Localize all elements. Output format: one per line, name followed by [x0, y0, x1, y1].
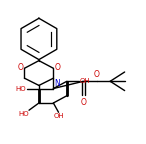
Text: O: O — [94, 70, 100, 79]
Text: N: N — [54, 79, 60, 88]
Text: O: O — [54, 63, 60, 72]
Text: O: O — [80, 98, 86, 107]
Text: HO: HO — [15, 86, 26, 92]
Text: OH: OH — [54, 113, 64, 119]
Text: OH: OH — [80, 78, 90, 84]
Text: O: O — [18, 63, 23, 72]
Text: HO: HO — [18, 111, 29, 117]
